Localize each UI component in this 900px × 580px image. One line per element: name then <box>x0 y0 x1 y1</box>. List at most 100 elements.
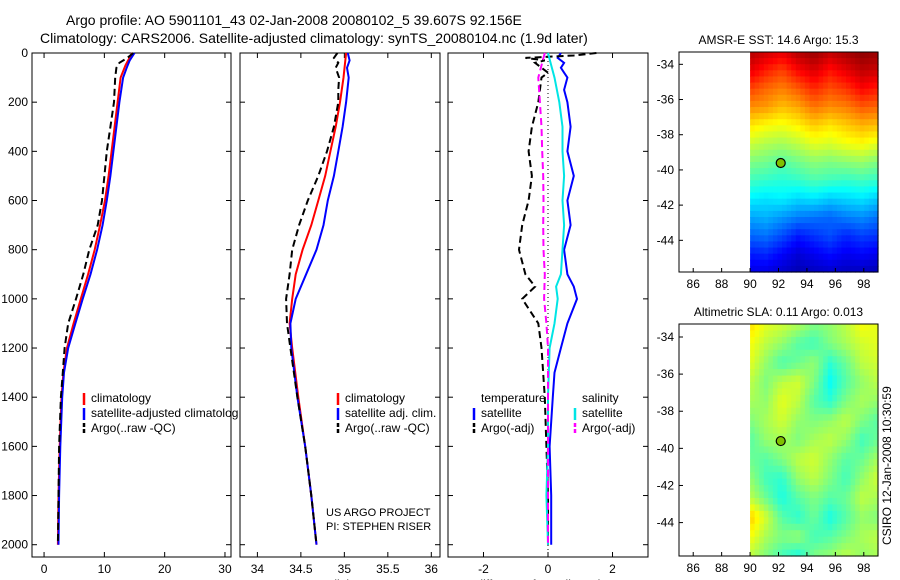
heatmap-cell <box>827 210 833 218</box>
heatmap-cell <box>782 94 788 102</box>
heatmap-cell <box>759 517 765 525</box>
heatmap-cell <box>759 174 765 181</box>
heatmap-cell <box>800 259 806 267</box>
heatmap-cell <box>800 336 806 344</box>
heatmap-cell <box>763 259 769 267</box>
heatmap-cell <box>763 162 769 169</box>
depth-tick-label: 200 <box>8 95 28 109</box>
heatmap-cell <box>750 198 756 206</box>
heatmap-cell <box>809 58 815 65</box>
heatmap-cell <box>759 155 765 163</box>
heatmap-cell <box>855 336 861 344</box>
heatmap-cell <box>804 229 811 236</box>
heatmap-cell <box>777 113 783 120</box>
heatmap-cell <box>800 241 806 249</box>
heatmap-cell <box>768 137 774 145</box>
heatmap-cell <box>809 143 815 151</box>
heatmap-cell <box>827 58 833 65</box>
heatmap-cell <box>864 131 870 139</box>
heatmap-cell <box>818 113 824 120</box>
heatmap-cell <box>782 100 788 108</box>
depth-tick-label: 600 <box>8 194 28 208</box>
heatmap-cell <box>855 465 861 473</box>
heatmap-cell <box>763 180 769 188</box>
heatmap-cell <box>823 64 829 71</box>
heatmap-cell <box>763 427 769 435</box>
sst-map-ytick-label: -38 <box>657 128 675 142</box>
heatmap-cell <box>864 149 870 157</box>
heatmap-cell <box>795 356 801 364</box>
heatmap-cell <box>846 155 852 163</box>
heatmap-cell <box>868 498 875 506</box>
heatmap-cell <box>763 369 769 377</box>
heatmap-cell <box>750 472 756 480</box>
heatmap-cell <box>809 510 815 518</box>
heatmap-cell <box>850 155 856 163</box>
heatmap-cell <box>809 330 815 338</box>
heatmap-cell <box>782 137 788 145</box>
heatmap-cell <box>772 543 779 551</box>
heatmap-cell <box>782 523 788 531</box>
heatmap-cell <box>750 523 756 531</box>
heatmap-cell <box>786 247 792 255</box>
heatmap-cell <box>832 472 838 480</box>
heatmap-cell <box>859 459 865 467</box>
heatmap-cell <box>846 336 852 344</box>
heatmap-cell <box>859 478 865 486</box>
heatmap-cell <box>804 253 811 261</box>
heatmap-cell <box>759 394 765 402</box>
heatmap-cell <box>859 113 865 120</box>
heatmap-cell <box>809 259 815 267</box>
heatmap-cell <box>772 362 779 370</box>
heatmap-cell <box>795 440 801 448</box>
heatmap-cell <box>864 375 870 383</box>
heatmap-cell <box>754 186 760 194</box>
heatmap-cell <box>777 76 783 84</box>
heatmap-cell <box>868 174 875 181</box>
heatmap-cell <box>841 388 847 396</box>
heatmap-cell <box>859 427 865 435</box>
heatmap-cell <box>832 440 838 448</box>
heatmap-cell <box>763 210 769 218</box>
heatmap-cell <box>777 125 783 133</box>
heatmap-cell <box>786 52 792 59</box>
heatmap-cell <box>864 440 870 448</box>
heatmap-cell <box>855 356 861 364</box>
heatmap-cell <box>850 58 856 65</box>
heatmap-cell <box>859 155 865 163</box>
heatmap-cell <box>864 504 870 512</box>
heatmap-cell <box>855 247 861 255</box>
heatmap-cell <box>836 407 843 415</box>
heatmap-cell <box>859 88 865 96</box>
heatmap-cell <box>763 76 769 84</box>
heatmap-cell <box>800 388 806 396</box>
heatmap-cell <box>754 174 760 181</box>
heatmap-cell <box>786 452 792 460</box>
sla-map-xtick-label: 92 <box>772 561 786 575</box>
heatmap-cell <box>873 504 879 512</box>
heatmap-cell <box>750 478 756 486</box>
heatmap-cell <box>772 388 779 396</box>
heatmap-cell <box>809 324 815 332</box>
heatmap-cell <box>823 530 829 538</box>
heatmap-cell <box>750 180 756 188</box>
heatmap-cell <box>850 125 856 133</box>
heatmap-cell <box>763 100 769 108</box>
heatmap-cell <box>814 330 820 338</box>
heatmap-cell <box>832 76 838 84</box>
heatmap-cell <box>855 253 861 261</box>
heatmap-cell <box>873 510 879 518</box>
heatmap-cell <box>800 414 806 422</box>
heatmap-cell <box>754 58 760 65</box>
heatmap-cell <box>791 452 797 460</box>
heatmap-cell <box>804 459 811 467</box>
heatmap-cell <box>836 491 843 499</box>
heatmap-cell <box>786 174 792 181</box>
heatmap-cell <box>864 247 870 255</box>
heatmap-cell <box>832 465 838 473</box>
heatmap-cell <box>777 210 783 218</box>
heatmap-cell <box>873 440 879 448</box>
heatmap-cell <box>850 465 856 473</box>
heatmap-cell <box>786 465 792 473</box>
heatmap-cell <box>804 162 811 169</box>
